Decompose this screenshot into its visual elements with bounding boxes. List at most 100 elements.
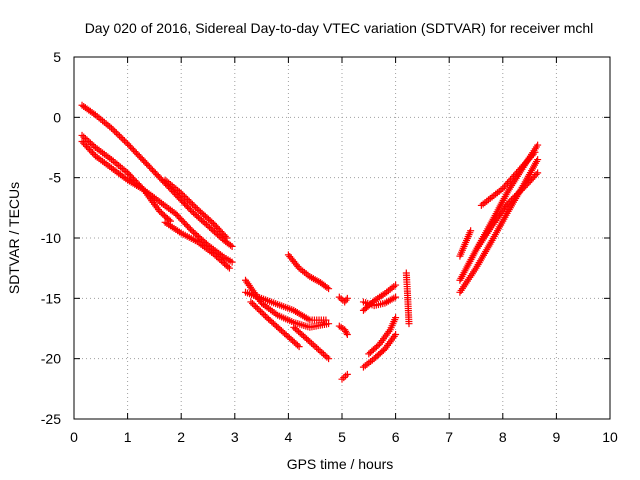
data-point	[520, 160, 528, 168]
data-point	[313, 344, 321, 352]
data-point	[516, 166, 524, 174]
data-point	[224, 263, 232, 271]
series-track-6	[242, 288, 330, 324]
data-point	[78, 137, 86, 145]
series-track-22	[472, 169, 542, 254]
data-point	[534, 141, 542, 149]
x-tick-label: 7	[445, 429, 453, 445]
data-point	[511, 193, 519, 201]
data-point	[248, 300, 256, 308]
data-point	[78, 131, 86, 139]
data-point	[258, 309, 266, 317]
x-tick-label: 4	[285, 429, 293, 445]
data-point	[260, 311, 268, 319]
data-point	[512, 191, 520, 199]
data-point	[90, 150, 98, 158]
data-point	[186, 206, 194, 214]
data-points	[78, 101, 542, 383]
series-track-5	[161, 176, 231, 242]
y-axis-label: SDTVAR / TECUs	[6, 182, 22, 294]
data-point	[531, 172, 539, 180]
data-point	[522, 159, 530, 167]
data-point	[187, 199, 195, 207]
data-point	[212, 223, 220, 231]
data-point	[109, 126, 117, 134]
data-point	[520, 183, 528, 191]
data-point	[325, 320, 333, 328]
data-point	[294, 263, 302, 271]
data-point	[519, 162, 527, 170]
data-point	[325, 355, 333, 363]
data-point	[186, 225, 194, 233]
series-track-23	[477, 148, 539, 209]
data-point	[179, 191, 187, 199]
data-point	[228, 258, 236, 266]
data-point	[225, 264, 233, 272]
data-point	[220, 231, 228, 239]
data-point	[208, 218, 216, 226]
series-track-10	[284, 251, 333, 293]
y-tick-label: 0	[53, 109, 61, 125]
data-point	[120, 137, 128, 145]
data-point	[529, 150, 537, 158]
data-point	[392, 293, 400, 301]
data-point	[509, 194, 517, 202]
data-point	[392, 281, 400, 289]
y-tick-label: 5	[53, 49, 61, 65]
x-axis-label: GPS time / hours	[287, 456, 394, 472]
data-point	[221, 232, 229, 240]
data-point	[211, 221, 219, 229]
y-tick-label: -20	[41, 351, 61, 367]
series-track-16	[359, 331, 400, 371]
data-point	[217, 228, 225, 236]
data-point	[253, 304, 261, 312]
x-tick-label: 0	[70, 429, 78, 445]
data-point	[114, 130, 122, 138]
data-point	[88, 149, 96, 157]
data-point	[513, 169, 521, 177]
data-point	[192, 203, 200, 211]
data-point	[499, 185, 507, 193]
series-track-15	[359, 281, 400, 314]
data-point	[83, 142, 91, 150]
data-point	[525, 178, 533, 186]
x-tick-label: 9	[553, 429, 561, 445]
data-point	[506, 176, 514, 184]
data-point	[528, 175, 536, 183]
x-tick-labels: 0 1 2 3 4 5 6 7 8 9 10	[70, 429, 618, 445]
data-point	[116, 132, 124, 140]
data-point	[321, 352, 329, 360]
data-point	[112, 129, 120, 137]
plot-frame	[73, 56, 611, 420]
data-point	[314, 345, 322, 353]
data-point	[343, 370, 351, 378]
data-point	[405, 320, 413, 328]
data-point	[111, 127, 119, 135]
data-point	[522, 182, 530, 190]
data-point	[342, 329, 350, 337]
data-point	[88, 140, 96, 148]
y-tick-label: -5	[49, 170, 62, 186]
data-point	[528, 152, 536, 160]
data-point	[252, 303, 260, 311]
data-point	[467, 227, 475, 235]
x-tick-label: 8	[499, 429, 507, 445]
data-point	[85, 146, 93, 154]
data-point	[257, 307, 265, 315]
data-point	[515, 188, 523, 196]
data-point	[294, 341, 302, 349]
data-point	[223, 234, 231, 242]
data-point	[319, 350, 327, 358]
data-point	[81, 134, 89, 142]
data-point	[304, 336, 312, 344]
data-point	[504, 199, 512, 207]
data-point	[255, 306, 263, 314]
data-point	[531, 148, 539, 156]
data-point	[84, 144, 92, 152]
x-tick-label: 10	[602, 429, 618, 445]
data-point	[526, 177, 534, 185]
ticks	[73, 56, 611, 420]
series-track-7	[242, 276, 333, 331]
data-point	[311, 342, 319, 350]
data-point	[526, 153, 534, 161]
